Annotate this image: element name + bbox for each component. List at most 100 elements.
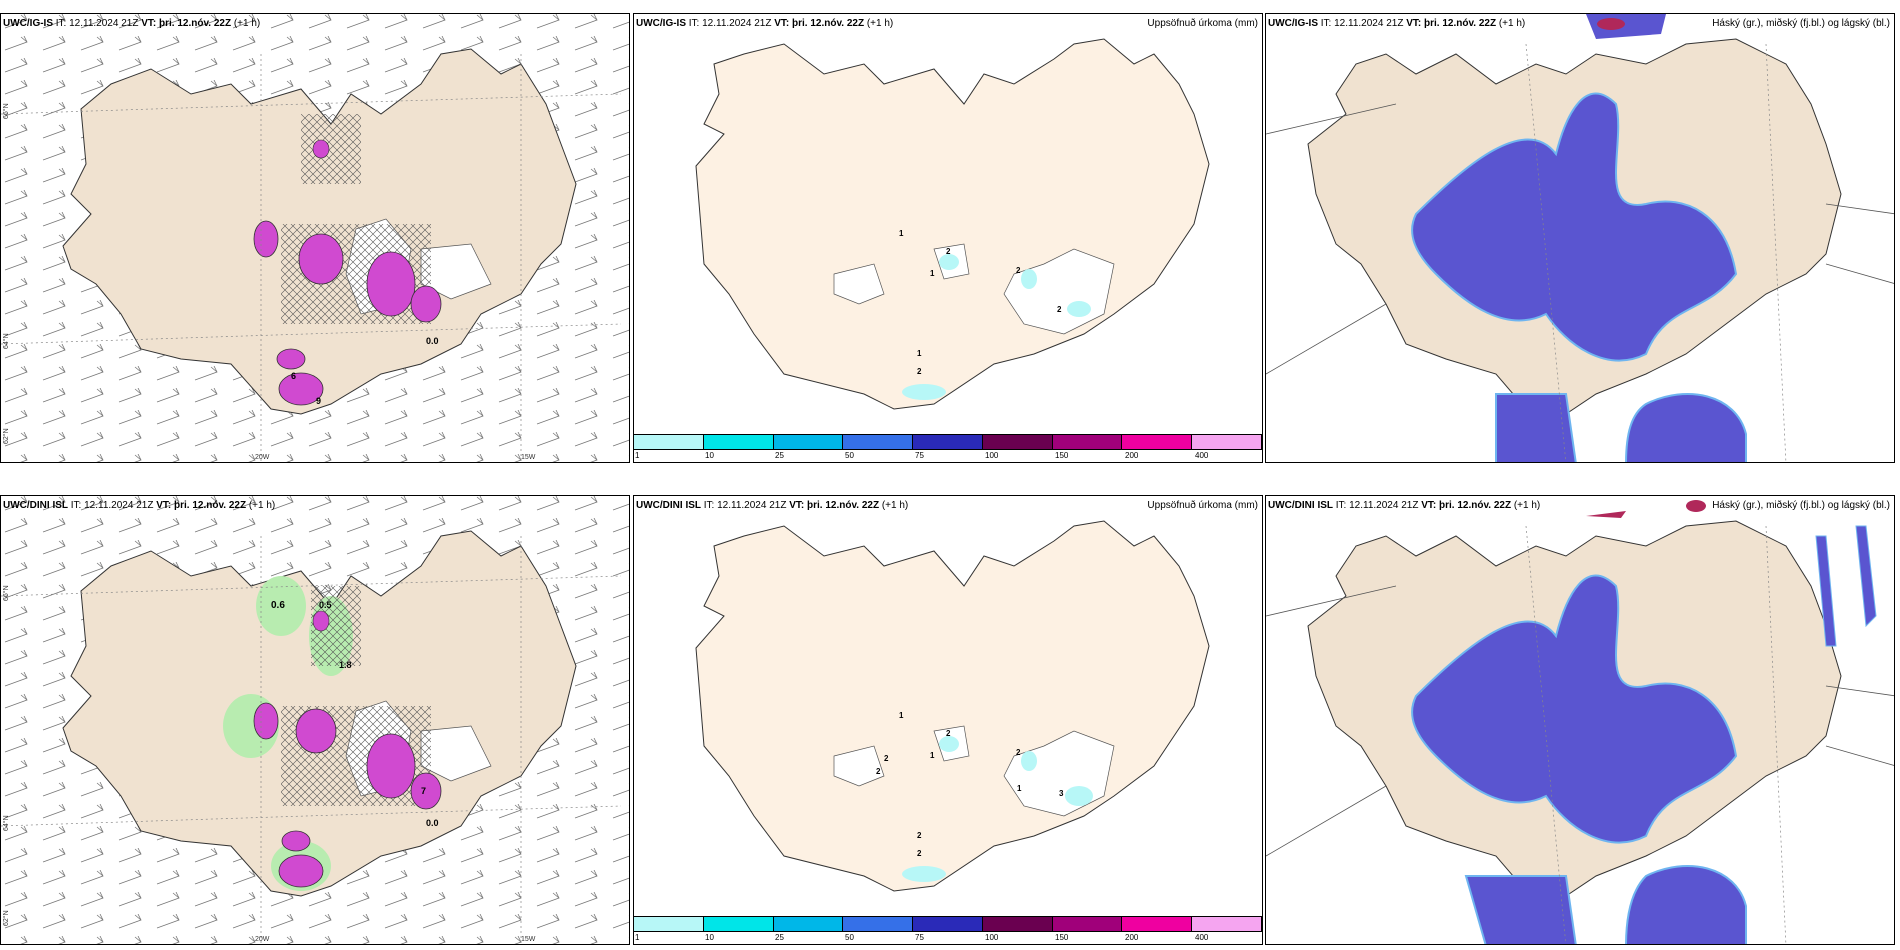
precip-label: 1 [930,269,935,278]
lon-label-20w: 20W [255,936,270,943]
vt-value: þri. 12.nóv. 22Z [807,500,880,511]
legend-swatch [982,435,1053,449]
iceland-land [695,520,1210,892]
precip-label: 1 [930,751,935,760]
legend-swatch [703,435,774,449]
lon-label-20w: 20W [255,454,270,461]
legend-tick: 400 [1195,451,1209,460]
precip-title: Uppsöfnuð úrkoma (mm) [1147,500,1258,511]
precip-label: 2 [917,367,922,376]
legend-swatch [634,435,704,449]
legend-swatch [1192,435,1262,449]
precip-label: 2 [946,729,951,738]
cloud-panel-row1: UWC/IG-IS IT: 12.11.2024 21Z VT: þri. 12… [1265,13,1895,463]
wind-panel-row2: 0.6 0.5 1.8 7 0.0 UWC/DINI ISL IT: 12.11… [0,495,630,945]
lead-time: (+1 h) [248,500,276,511]
legend-swatch [1122,435,1193,449]
iceland-land [695,38,1210,410]
init-time: IT: 12.11.2024 21Z [688,18,772,29]
legend-tick: 50 [845,933,854,942]
precip-legend: 1 10 25 50 75 100 150 200 400 [634,434,1262,462]
vt-value: þri. 12.nóv. 22Z [174,500,247,511]
panel-header: UWC/DINI ISL IT: 12.11.2024 21Z VT: þri.… [1268,500,1540,511]
cloud-map-row1 [1266,14,1894,462]
legend-tick: 200 [1125,933,1139,942]
init-time: IT: 12.11.2024 21Z [55,18,139,29]
precip-label: 1 [899,229,904,238]
legend-swatch [843,917,914,931]
wind-map-row2: 0.6 0.5 1.8 7 0.0 [1,496,629,944]
lon-label-15w: 15W [521,936,536,943]
legend-swatch [634,917,704,931]
wind-label: 0.5 [319,600,332,610]
legend-swatch [982,917,1053,931]
legend-swatch [913,917,983,931]
legend-tick: 200 [1125,451,1139,460]
legend-tick: 25 [775,451,784,460]
legend-ticks: 1 10 25 50 75 100 150 200 400 [634,933,1262,943]
panel-header: UWC/IG-IS IT: 12.11.2024 21Z VT: þri. 12… [1268,18,1525,29]
legend-swatch [1052,917,1123,931]
panel-header: UWC/IG-IS IT: 12.11.2024 21Z VT: þri. 12… [636,18,893,29]
model-name: UWC/DINI ISL [1268,500,1333,511]
wind-label: 0.0 [426,336,439,346]
lead-time: (+1 h) [866,18,894,29]
lead-time: (+1 h) [1498,18,1526,29]
precip-title: Uppsöfnuð úrkoma (mm) [1147,18,1258,29]
precip-map-row2: 1 2 1 2 2 2 1 3 2 2 [695,520,1210,892]
vt-value: þri. 12.nóv. 22Z [1424,18,1497,29]
legend-tick: 400 [1195,933,1209,942]
lat-label-64: 64°N [3,333,10,349]
precip-label: 2 [884,754,889,763]
cloud-map-row2 [1266,500,1894,944]
lead-time: (+1 h) [1513,500,1541,511]
precip-panel-row1: 1 2 1 2 2 1 2 UWC/IG-IS IT: 12.11.2024 2… [633,13,1263,463]
panel-header: UWC/DINI ISL IT: 12.11.2024 21Z VT: þri.… [636,500,908,511]
precip-map-row1: 1 2 1 2 2 1 2 [695,38,1210,410]
panel-header: UWC/DINI ISL IT: 12.11.2024 21Z VT: þri.… [3,500,275,511]
legend-swatch [703,917,774,931]
lat-label-66: 66°N [3,103,10,119]
legend-swatch [1052,435,1123,449]
model-name: UWC/IG-IS [636,18,686,29]
vt-label: VT: [156,500,172,511]
lat-label-62: 62°N [3,428,10,444]
wind-label: 9 [316,396,321,406]
precip-label: 2 [946,247,951,256]
legend-ticks: 1 10 25 50 75 100 150 200 400 [634,451,1262,461]
precip-label: 1 [1017,784,1022,793]
legend-tick: 25 [775,933,784,942]
wind-map-row1: 6 9 0.0 [1,14,629,462]
legend-tick: 150 [1055,451,1069,460]
wind-label: 6 [291,371,296,381]
vt-value: þri. 12.nóv. 22Z [159,18,232,29]
init-time: IT: 12.11.2024 21Z [703,500,787,511]
model-name: UWC/DINI ISL [3,500,68,511]
precip-label: 2 [1016,748,1021,757]
precip-panel-row2: 1 2 1 2 2 2 1 3 2 2 UWC/DINI ISL IT: 12.… [633,495,1263,945]
legend-swatch [773,435,844,449]
lead-time: (+1 h) [233,18,261,29]
wind-panel-row1: 6 9 0.0 UWC/IG-IS IT: 12.11.2024 21Z VT:… [0,13,630,463]
init-time: IT: 12.11.2024 21Z [1335,500,1419,511]
vt-label: VT: [1421,500,1437,511]
precip-label: 1 [899,711,904,720]
lat-label-66: 66°N [3,585,10,601]
legend-tick: 1 [635,451,640,460]
legend-swatch [843,435,914,449]
legend-tick: 10 [705,933,714,942]
init-time: IT: 12.11.2024 21Z [1320,18,1404,29]
panel-header: UWC/IG-IS IT: 12.11.2024 21Z VT: þri. 12… [3,18,260,29]
vt-value: þri. 12.nóv. 22Z [1439,500,1512,511]
precip-label: 2 [1016,266,1021,275]
init-time: IT: 12.11.2024 21Z [70,500,154,511]
cloud-title: Háský (gr.), miðský (fj.bl.) og lágský (… [1712,18,1890,29]
cloud-panel-row2: UWC/DINI ISL IT: 12.11.2024 21Z VT: þri.… [1265,495,1895,945]
legend-tick: 100 [985,451,999,460]
lat-label-64: 64°N [3,815,10,831]
legend-tick: 75 [915,451,924,460]
model-name: UWC/IG-IS [1268,18,1318,29]
legend-colorbar [634,916,1262,932]
wind-label: 0.6 [271,600,285,611]
wind-label: 1.8 [339,660,352,670]
